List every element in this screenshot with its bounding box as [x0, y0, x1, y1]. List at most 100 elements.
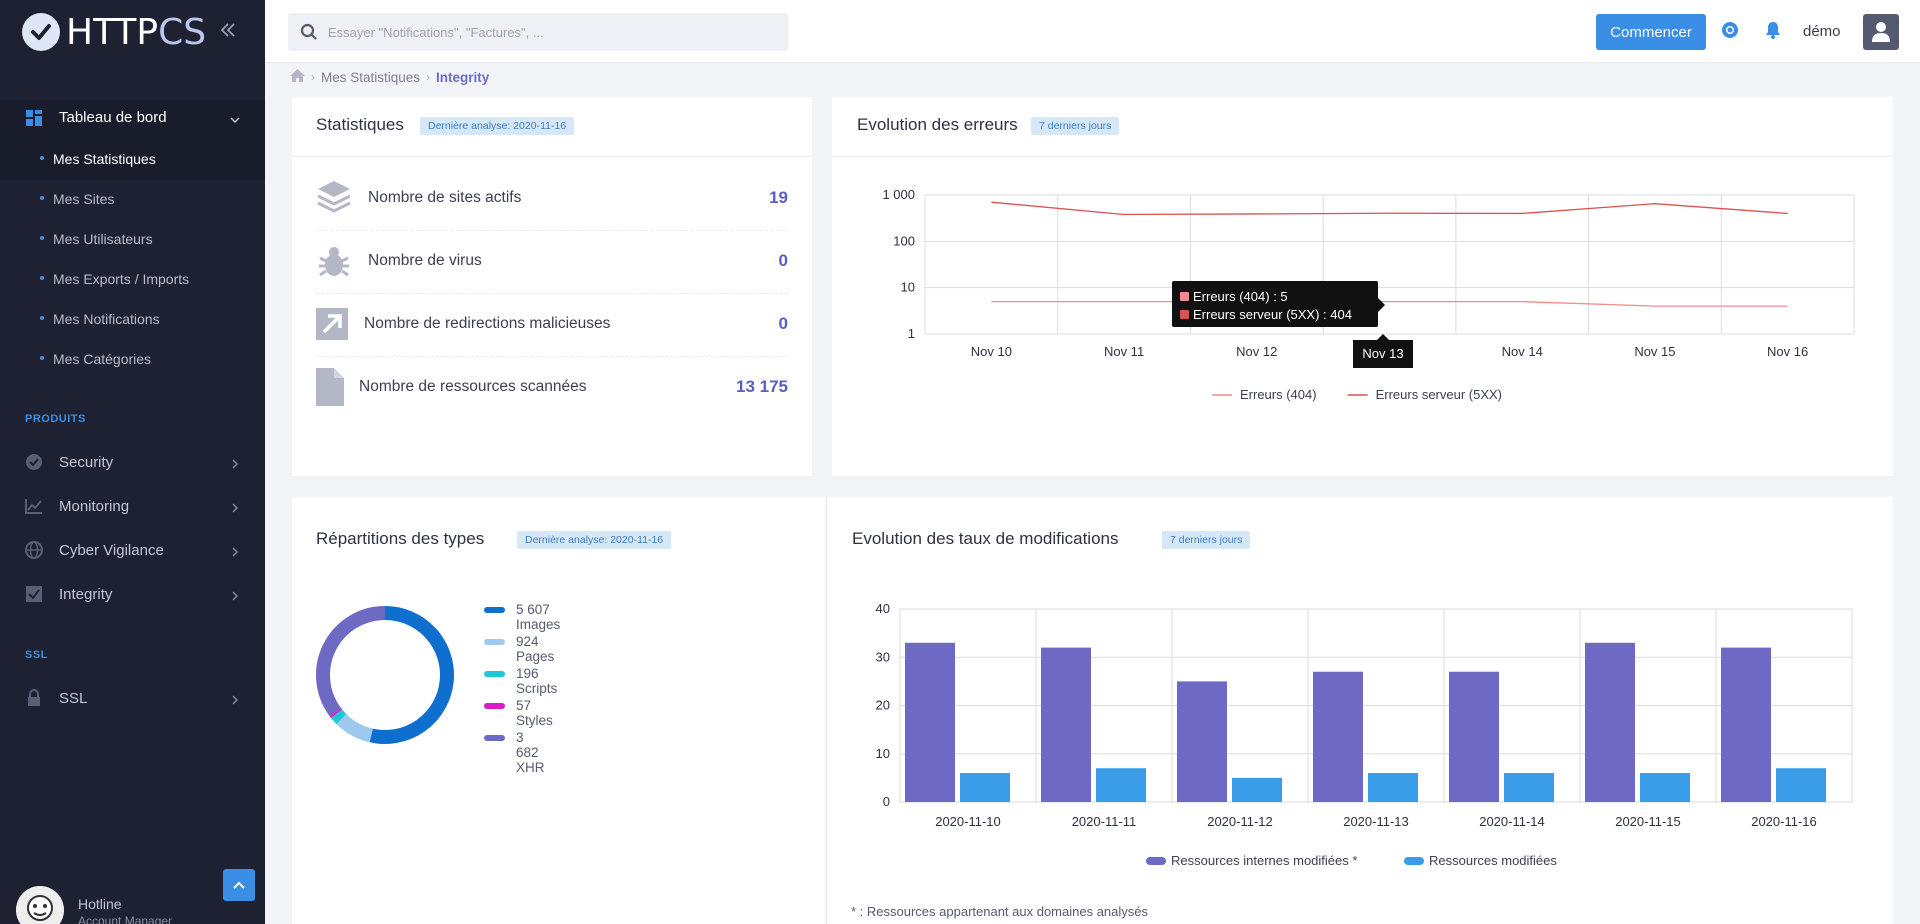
- chevron-right-icon: [231, 544, 239, 562]
- breadcrumb-current: Integrity: [436, 69, 490, 85]
- home-icon[interactable]: [290, 69, 305, 85]
- sidebar-item-mes-exports-imports[interactable]: Mes Exports / Imports: [40, 271, 189, 287]
- breadcrumb-separator: ›: [311, 70, 315, 84]
- dashboard-icon: [26, 110, 42, 131]
- help-lifebuoy-icon[interactable]: [1721, 21, 1739, 44]
- bullet-icon: [40, 356, 44, 361]
- donut-slice-images: [369, 606, 454, 744]
- sidebar-item-mes-notifications[interactable]: Mes Notifications: [40, 311, 160, 327]
- tooltip-arrow: [1377, 334, 1389, 340]
- chart-line-icon: [25, 497, 43, 520]
- sidebar-item-cyber-vigilance[interactable]: Cyber Vigilance: [0, 535, 265, 565]
- x-tick-label: 2020-11-13: [1343, 814, 1409, 829]
- legend-swatch: [1146, 857, 1166, 865]
- y-tick-label: 0: [883, 794, 890, 809]
- bar: [1041, 647, 1091, 802]
- types-donut-chart: [316, 606, 454, 744]
- x-tick-label: 2020-11-12: [1207, 814, 1273, 829]
- sidebar-item-integrity[interactable]: Integrity: [0, 579, 265, 609]
- sidebar-item-label: Monitoring: [59, 498, 130, 515]
- bar: [1776, 768, 1826, 802]
- checkbox-icon: [25, 585, 43, 608]
- bar: [1585, 642, 1635, 802]
- stats-card: Statistiques Dernière analyse: 2020-11-1…: [292, 97, 812, 476]
- search-box[interactable]: [288, 13, 788, 51]
- period-badge: 7 derniers jours: [1031, 117, 1120, 135]
- stat-label: Nombre de virus: [368, 252, 482, 269]
- tooltip-swatch: [1180, 291, 1189, 301]
- sidebar-item-mes-utilisateurs[interactable]: Mes Utilisateurs: [40, 231, 153, 247]
- bullet-icon: [40, 316, 44, 321]
- y-tick-label: 30: [876, 649, 890, 664]
- file-icon: [316, 368, 344, 411]
- chevron-right-icon: [231, 456, 239, 474]
- hotline-name: Hotline: [78, 896, 122, 912]
- y-tick-label: 20: [876, 698, 890, 713]
- card-divider: [832, 156, 1893, 157]
- x-tick-label: Nov 10: [971, 344, 1012, 359]
- sidebar-item-mes-sites[interactable]: Mes Sites: [40, 191, 114, 207]
- tooltip-swatch: [1180, 309, 1189, 319]
- chevron-down-icon: [230, 112, 240, 130]
- legend-swatch: [484, 671, 505, 677]
- user-avatar-button[interactable]: [1863, 14, 1899, 50]
- stat-label: Nombre de ressources scannées: [359, 378, 587, 395]
- series-line: [991, 201, 1788, 216]
- bug-icon: [316, 244, 352, 285]
- sidebar-item-monitoring[interactable]: Monitoring: [0, 491, 265, 521]
- x-tick-label: Nov 11: [1104, 344, 1144, 359]
- x-tick-label: 2020-11-10: [935, 814, 1001, 829]
- legend-label: Erreurs (404): [1240, 387, 1317, 402]
- y-tick-label: 10: [901, 280, 915, 295]
- y-tick-label: 100: [893, 233, 915, 248]
- breadcrumb-link-mes-statistiques[interactable]: Mes Statistiques: [321, 69, 421, 85]
- scroll-top-button[interactable]: [223, 869, 255, 901]
- brand-logo[interactable]: HTTPCS: [22, 12, 206, 53]
- search-input[interactable]: [328, 21, 768, 43]
- last-analysis-badge: Dernière analyse: 2020-11-16: [420, 117, 575, 135]
- legend-label: 3 682 XHR: [516, 730, 545, 775]
- sidebar-item-mes-categories[interactable]: Mes Catégories: [40, 351, 151, 367]
- sidebar-item-label: SSL: [59, 690, 88, 707]
- avatar: [16, 886, 64, 924]
- collapse-sidebar-icon[interactable]: [218, 20, 240, 42]
- user-icon: [1872, 22, 1890, 42]
- legend-label: 196 Scripts: [516, 666, 558, 696]
- legend-label: Ressources modifiées: [1429, 853, 1557, 868]
- chevron-right-icon: [231, 588, 239, 606]
- section-label-ssl: SSL: [25, 649, 48, 661]
- hotline-contact[interactable]: Hotline Account Manager: [0, 880, 265, 924]
- x-tick-label: Nov 16: [1767, 344, 1808, 359]
- sidebar-item-label: Security: [59, 454, 114, 471]
- bell-icon[interactable]: [1764, 21, 1782, 44]
- topbar: Commencer démo: [265, 0, 1920, 63]
- bar: [1449, 671, 1499, 802]
- tooltip-line: Erreurs (404) : 5: [1193, 288, 1288, 304]
- sidebar-item-security[interactable]: Security: [0, 447, 265, 477]
- tooltip-arrow: [1378, 298, 1385, 312]
- legend-swatch: [484, 639, 505, 645]
- sidebar-item-label: Integrity: [59, 586, 113, 603]
- bar: [1504, 773, 1554, 802]
- breadcrumb: › Mes Statistiques › Integrity: [290, 69, 489, 85]
- hotline-role: Account Manager: [78, 914, 173, 924]
- y-tick-label: 1 000: [882, 187, 915, 202]
- card-title: Répartitions des types: [316, 529, 485, 548]
- sidebar-item-mes-statistiques[interactable]: Mes Statistiques: [40, 151, 156, 167]
- sidebar-item-dashboard[interactable]: Tableau de bord: [0, 100, 265, 136]
- start-button[interactable]: Commencer: [1596, 14, 1706, 50]
- stat-label: Nombre de redirections malicieuses: [364, 315, 611, 332]
- stat-row-malicious-redirects: Nombre de redirections malicieuses 0: [316, 295, 788, 357]
- legend-swatch: [484, 703, 505, 709]
- user-name[interactable]: démo: [1803, 23, 1841, 40]
- bar: [1721, 647, 1771, 802]
- chart-tooltip: Erreurs (404) : 5 Erreurs serveur (5XX) …: [1172, 281, 1378, 327]
- series-line: [991, 300, 1788, 307]
- stat-row-viruses: Nombre de virus 0: [316, 232, 788, 294]
- bar: [905, 642, 955, 802]
- x-tick-label: Nov 12: [1236, 344, 1277, 359]
- footnote: * : Ressources appartenant aux domaines …: [851, 904, 1149, 919]
- redirect-arrow-icon: [316, 308, 348, 345]
- sidebar-item-ssl[interactable]: SSL: [0, 683, 265, 713]
- card-title: Evolution des erreurs: [857, 115, 1018, 134]
